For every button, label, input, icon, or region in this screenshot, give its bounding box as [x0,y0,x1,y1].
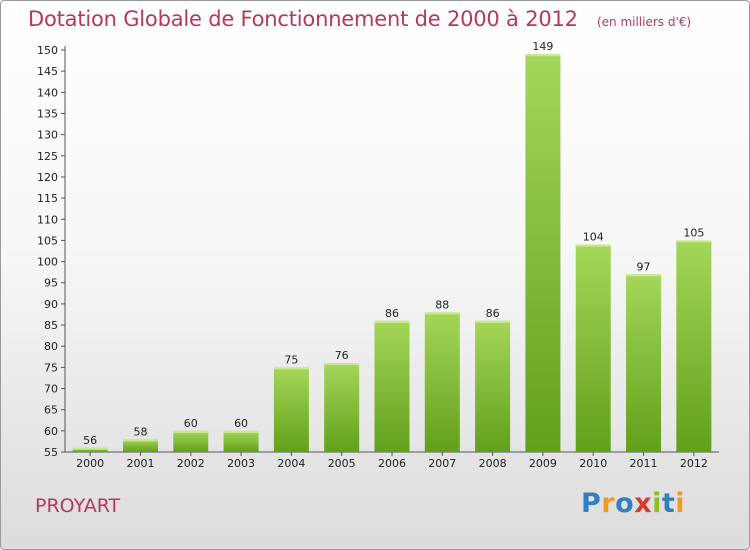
bar-highlight-2004 [273,367,309,370]
logo-letter: r [601,488,616,519]
bar-2003 [223,430,259,452]
x-tick-label: 2002 [177,457,205,470]
axis-layer: 55 60 65 70 75 80 85 90 95 100 105 110 115 120 125 130 1… [37,44,719,459]
bar-highlight-2010 [575,244,611,247]
x-tick-label: 2012 [680,457,708,470]
bar-highlight-2005 [324,363,360,366]
bar-highlight-2006 [374,320,410,323]
x-tick-label: 2011 [630,457,658,470]
x-tick-label: 2010 [579,457,607,470]
y-tick-label: 60 [44,425,58,438]
bar-2012 [676,240,712,452]
bar-highlight-2003 [223,430,259,433]
data-label: 88 [435,298,449,311]
y-tick-label: 110 [37,213,58,226]
bar-layer [72,54,712,453]
y-tick-label: 100 [37,256,58,269]
y-tick-label: 135 [37,107,58,120]
y-tick-label: 125 [37,150,58,163]
bar-highlight-2009 [525,54,561,57]
data-label: 60 [234,417,248,430]
x-tick-label: 2007 [428,457,456,470]
logo-letter: t [661,488,676,519]
x-tick-label: 2001 [126,457,154,470]
y-tick-label: 85 [44,319,58,332]
bar-highlight-2000 [72,447,108,450]
data-label: 86 [385,307,399,320]
logo-letter: i [652,488,662,519]
logo-letter: P [581,488,602,519]
title-row: Dotation Globale de Fonctionnement de 20… [28,7,691,31]
y-tick-label: 80 [44,340,58,353]
bar-highlight-2007 [424,312,460,315]
y-tick-label: 75 [44,361,58,374]
bar-highlight-2002 [173,430,209,433]
label-layer: 2000 56 2001 58 2002 60 2003 60 2004 75 2005 76 2006… [76,40,708,470]
commune-name: PROYART [35,495,121,517]
bar-2009 [525,54,561,453]
proxiti-logo: Proxiti [581,488,685,519]
bar-highlight-2008 [475,320,511,323]
bar-2004 [273,367,309,452]
y-tick-label: 105 [37,234,58,247]
x-tick-label: 2003 [227,457,255,470]
x-tick-label: 2005 [328,457,356,470]
x-tick-label: 2009 [529,457,557,470]
y-tick-label: 55 [44,446,58,459]
data-label: 105 [683,226,704,239]
bar-2002 [173,430,209,452]
y-tick-label: 90 [44,298,58,311]
bar-highlight-2012 [676,240,712,243]
logo-letter: o [615,488,635,519]
y-tick-label: 140 [37,86,58,99]
logo-letter: i [675,488,686,519]
y-tick-label: 115 [37,192,58,205]
bar-2001 [122,439,158,452]
bar-highlight-2001 [122,439,158,442]
x-tick-label: 2004 [277,457,305,470]
chart-title: Dotation Globale de Fonctionnement de 20… [28,7,578,31]
bar-2005 [324,363,360,452]
x-tick-label: 2000 [76,457,104,470]
y-tick-label: 150 [37,44,58,57]
data-label: 60 [184,417,198,430]
data-label: 58 [133,425,147,438]
y-tick-label: 70 [44,383,58,396]
y-tick-label: 65 [44,404,58,417]
bar-2000 [72,447,108,452]
x-tick-label: 2006 [378,457,406,470]
y-tick-label: 120 [37,171,58,184]
data-label: 56 [83,434,97,447]
bar-2011 [626,274,662,452]
y-tick-label: 95 [44,277,58,290]
x-tick-label: 2008 [479,457,507,470]
y-tick-label: 130 [37,129,58,142]
data-label: 75 [284,353,298,366]
bar-2007 [424,312,460,452]
bar-2010 [575,244,611,452]
bar-2006 [374,320,410,452]
bar-2008 [475,320,511,452]
data-label: 104 [583,231,604,244]
data-label: 76 [335,349,349,362]
chart-subtitle: (en milliers d'€) [596,15,692,29]
data-label: 97 [637,260,651,273]
data-label: 86 [486,307,500,320]
bar-highlight-2011 [626,274,662,277]
logo-letter: x [634,488,653,519]
data-label: 149 [532,40,553,53]
y-tick-label: 145 [37,65,58,78]
